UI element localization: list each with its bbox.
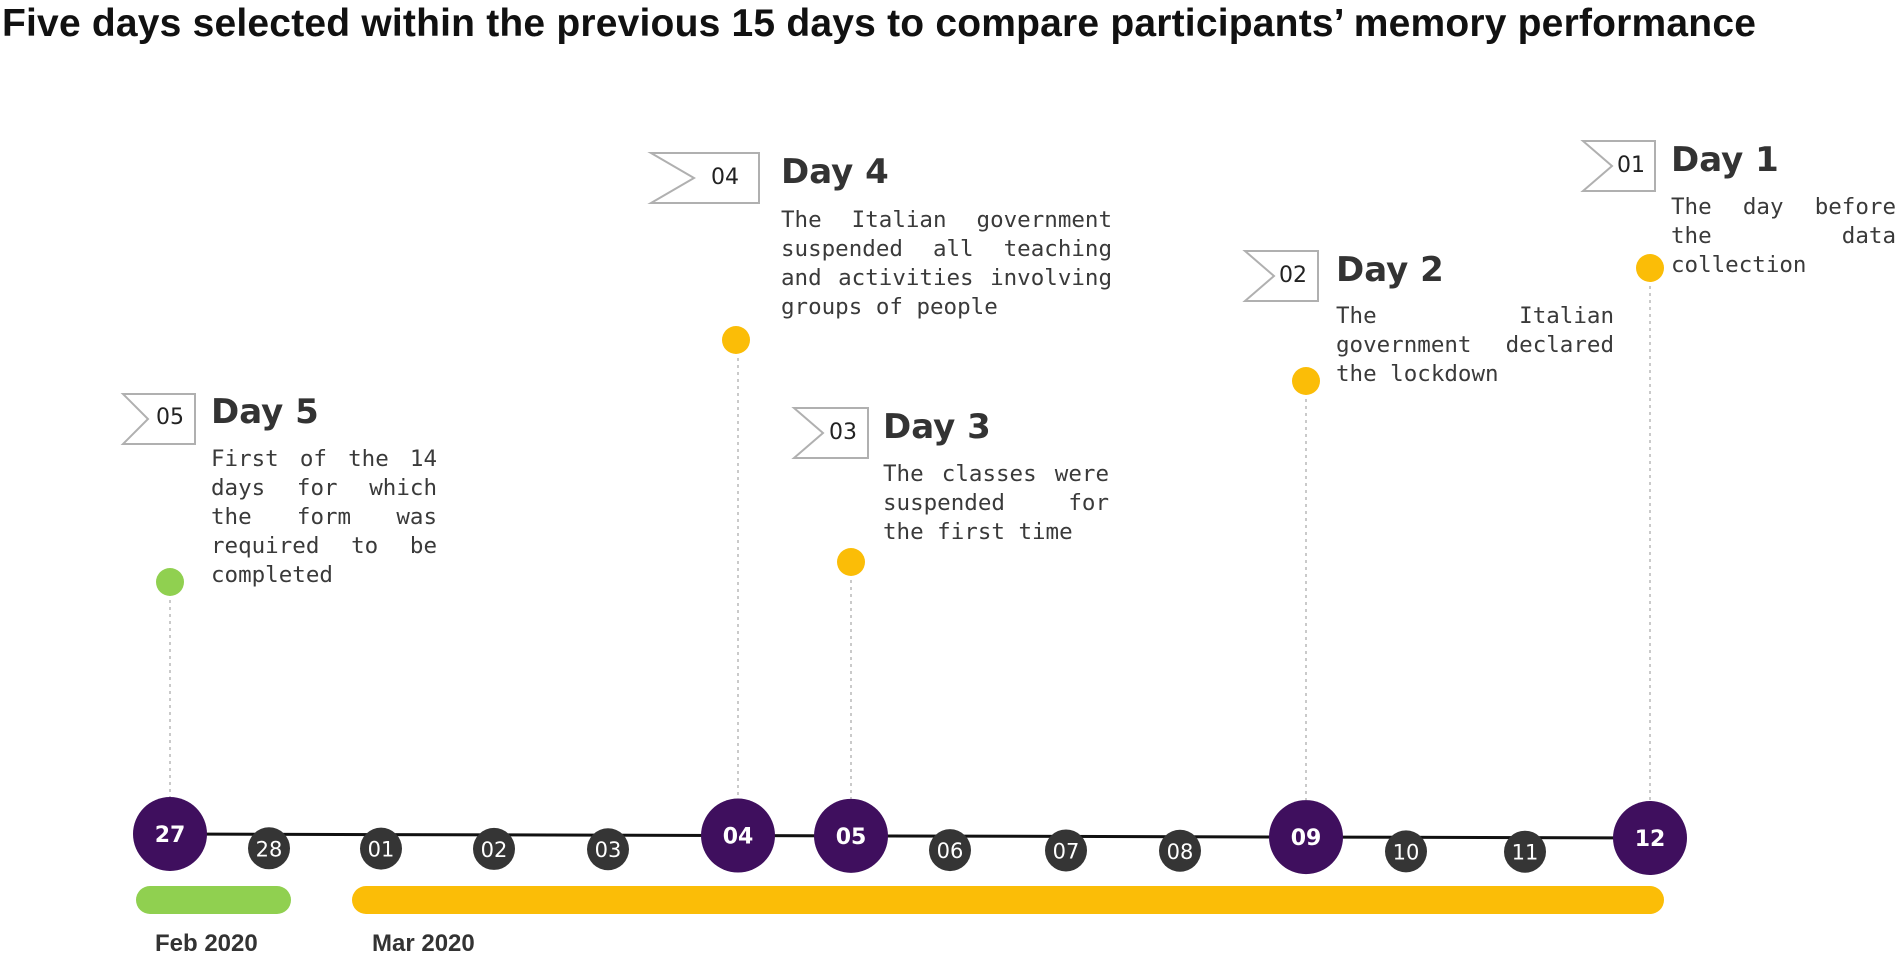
event-heading: Day 4 [781,152,889,192]
day-node-10: 10 [1385,830,1427,873]
flag-shape [647,152,760,204]
event-heading: Day 5 [211,392,319,432]
flag-shape [1580,140,1656,192]
day-node-circle [360,827,402,870]
day-node-label: 09 [1291,826,1322,851]
day-node-circle [1385,830,1427,873]
day-node-label: 12 [1635,827,1666,852]
flag-02: 02 [1242,250,1319,302]
flag-number: 05 [156,405,184,430]
day-node-label: 04 [723,825,754,850]
day-node-label: 01 [368,838,395,862]
event-marker-02 [1292,367,1320,395]
day-node-circle [1613,801,1687,875]
day-node-circle [1045,829,1087,872]
month-label-feb-2020: Feb 2020 [155,930,258,957]
event-marker-05 [156,568,184,596]
day-node-circle [929,829,971,872]
day-node-label: 03 [595,838,622,862]
event-marker-03 [837,548,865,576]
day-node-02: 02 [473,827,515,870]
day-node-label: 10 [1393,840,1420,864]
event-heading: Day 1 [1671,140,1779,180]
day-node-06: 06 [929,829,971,872]
day-node-label: 05 [836,825,867,850]
event-description: The Italian government declared the lock… [1336,303,1614,387]
event-description: The day before the data collection [1671,194,1896,278]
day-node-circle [814,798,888,873]
day-node-circle [1269,800,1343,875]
event-description: The classes were suspended for the first… [883,461,1109,545]
day-node-12: 12 [1613,801,1687,875]
day-node-circle [1504,830,1546,873]
flag-shape [120,393,196,445]
day-node-circle [473,827,515,870]
event-description: First of the 14 days for which the form … [211,446,437,588]
day-node-label: 02 [481,838,508,862]
day-node-circle [701,798,775,873]
day-node-08: 08 [1159,829,1201,872]
day-node-11: 11 [1504,830,1546,873]
event-heading: Day 2 [1336,250,1444,290]
flag-05: 05 [120,393,196,445]
flag-number: 01 [1617,153,1645,178]
flag-number: 02 [1279,263,1307,288]
day-node-circle [1159,829,1201,872]
day-node-05: 05 [814,798,888,873]
day-node-circle [248,827,290,870]
diagram-title: Five days selected within the previous 1… [2,2,1757,45]
day-node-circle [587,828,629,871]
flag-number: 04 [711,165,739,190]
day-node-04: 04 [701,798,775,873]
month-bar-feb-2020 [136,886,291,914]
day-node-28: 28 [248,827,290,870]
day-node-09: 09 [1269,800,1343,875]
event-marker-01 [1636,254,1664,282]
day-node-27: 27 [133,797,207,871]
flag-01: 01 [1580,140,1656,192]
day-node-03: 03 [587,828,629,871]
day-node-label: 08 [1167,840,1194,864]
day-node-label: 11 [1512,841,1539,865]
day-node-01: 01 [360,827,402,870]
day-node-label: 28 [256,837,283,861]
event-marker-04 [722,326,750,354]
day-node-label: 06 [937,839,964,863]
flag-04: 04 [647,152,760,204]
day-node-07: 07 [1045,829,1087,872]
flag-shape [1242,250,1319,302]
event-description: The Italian government suspended all tea… [781,207,1112,320]
flag-03: 03 [791,407,869,459]
day-node-circle [133,797,207,871]
day-node-label: 27 [155,823,186,848]
month-bar-mar-2020 [352,886,1664,914]
month-label-mar-2020: Mar 2020 [372,930,475,957]
flag-shape [791,407,869,459]
day-node-label: 07 [1053,839,1080,863]
event-heading: Day 3 [883,407,991,447]
flag-number: 03 [829,420,857,445]
